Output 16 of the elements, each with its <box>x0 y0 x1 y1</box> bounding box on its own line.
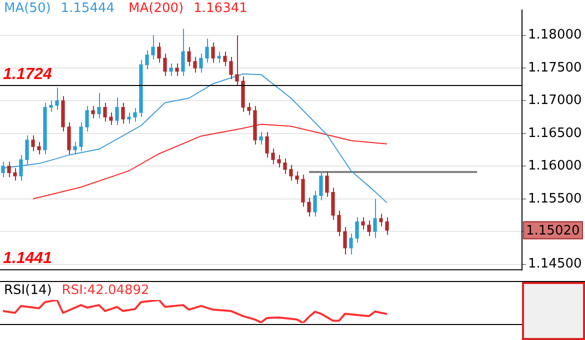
chart-title: RSI(14) <box>4 282 52 298</box>
text: 1.15020 <box>526 224 580 239</box>
ref-line-label: 1.1441 <box>3 250 52 268</box>
text: MA(200) <box>128 0 184 16</box>
y-tick-label: 1.16500 <box>528 126 582 141</box>
y-tick-label: 1.16000 <box>528 158 582 174</box>
y-tick-label: 1.15500 <box>528 191 582 206</box>
annotation: 1.15444 <box>60 0 115 16</box>
text: RSI:42.04892 <box>62 282 150 298</box>
y-tick-label: 1.17000 <box>528 93 582 108</box>
y-tick-label: 1.18000 <box>528 28 582 43</box>
ref-line-label: 1.1724 <box>3 66 52 83</box>
y-tick-label: 1.14500 <box>528 256 582 272</box>
y-tick-label: 1.17500 <box>528 60 582 76</box>
annotation: 1.16341 <box>194 0 248 16</box>
text: MA(50) <box>4 0 51 16</box>
